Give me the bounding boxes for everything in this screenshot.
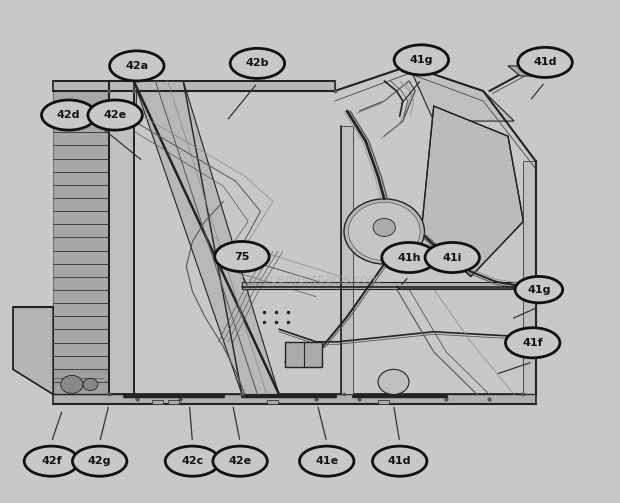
Polygon shape <box>53 81 335 91</box>
Ellipse shape <box>88 100 143 130</box>
Text: 42c: 42c <box>181 456 203 466</box>
Ellipse shape <box>515 277 563 303</box>
Ellipse shape <box>73 446 127 476</box>
Polygon shape <box>53 369 115 394</box>
Ellipse shape <box>213 446 267 476</box>
Ellipse shape <box>42 100 96 130</box>
Polygon shape <box>53 91 109 394</box>
Text: 42d: 42d <box>57 110 81 120</box>
Text: 41i: 41i <box>443 253 462 263</box>
Text: 41d: 41d <box>388 456 412 466</box>
Polygon shape <box>523 161 536 394</box>
Polygon shape <box>422 106 523 277</box>
Bar <box>168 400 179 404</box>
Polygon shape <box>409 66 514 121</box>
Ellipse shape <box>382 242 436 273</box>
Ellipse shape <box>24 446 79 476</box>
Polygon shape <box>285 342 322 367</box>
Bar <box>378 400 389 404</box>
Text: 42f: 42f <box>41 456 62 466</box>
Ellipse shape <box>505 328 560 358</box>
Circle shape <box>378 369 409 394</box>
Ellipse shape <box>299 446 354 476</box>
Polygon shape <box>109 81 134 394</box>
Text: 42a: 42a <box>125 61 148 71</box>
Text: 41g: 41g <box>527 285 551 295</box>
Ellipse shape <box>518 47 572 77</box>
Polygon shape <box>13 307 53 394</box>
Bar <box>153 400 164 404</box>
Ellipse shape <box>373 446 427 476</box>
Text: 41e: 41e <box>315 456 339 466</box>
Circle shape <box>373 218 396 236</box>
Text: 41d: 41d <box>533 57 557 67</box>
Text: replacementparts.com: replacementparts.com <box>239 273 381 286</box>
Ellipse shape <box>215 241 269 272</box>
Polygon shape <box>341 126 353 394</box>
Ellipse shape <box>230 48 285 78</box>
Circle shape <box>61 375 83 393</box>
Ellipse shape <box>425 242 479 273</box>
Circle shape <box>344 199 425 264</box>
Ellipse shape <box>110 51 164 81</box>
Text: 75: 75 <box>234 252 250 262</box>
Text: 42e: 42e <box>104 110 126 120</box>
Circle shape <box>348 202 420 261</box>
Polygon shape <box>53 394 536 404</box>
Text: 41f: 41f <box>523 338 543 348</box>
Text: 41g: 41g <box>410 55 433 65</box>
Polygon shape <box>242 282 523 289</box>
Text: 42g: 42g <box>88 456 112 466</box>
Polygon shape <box>134 81 279 394</box>
Circle shape <box>83 378 98 390</box>
Ellipse shape <box>166 446 219 476</box>
Text: 41h: 41h <box>397 253 421 263</box>
Polygon shape <box>508 66 539 76</box>
Text: 42b: 42b <box>246 58 269 68</box>
Bar <box>267 400 278 404</box>
Text: 42e: 42e <box>229 456 252 466</box>
Ellipse shape <box>394 45 448 75</box>
